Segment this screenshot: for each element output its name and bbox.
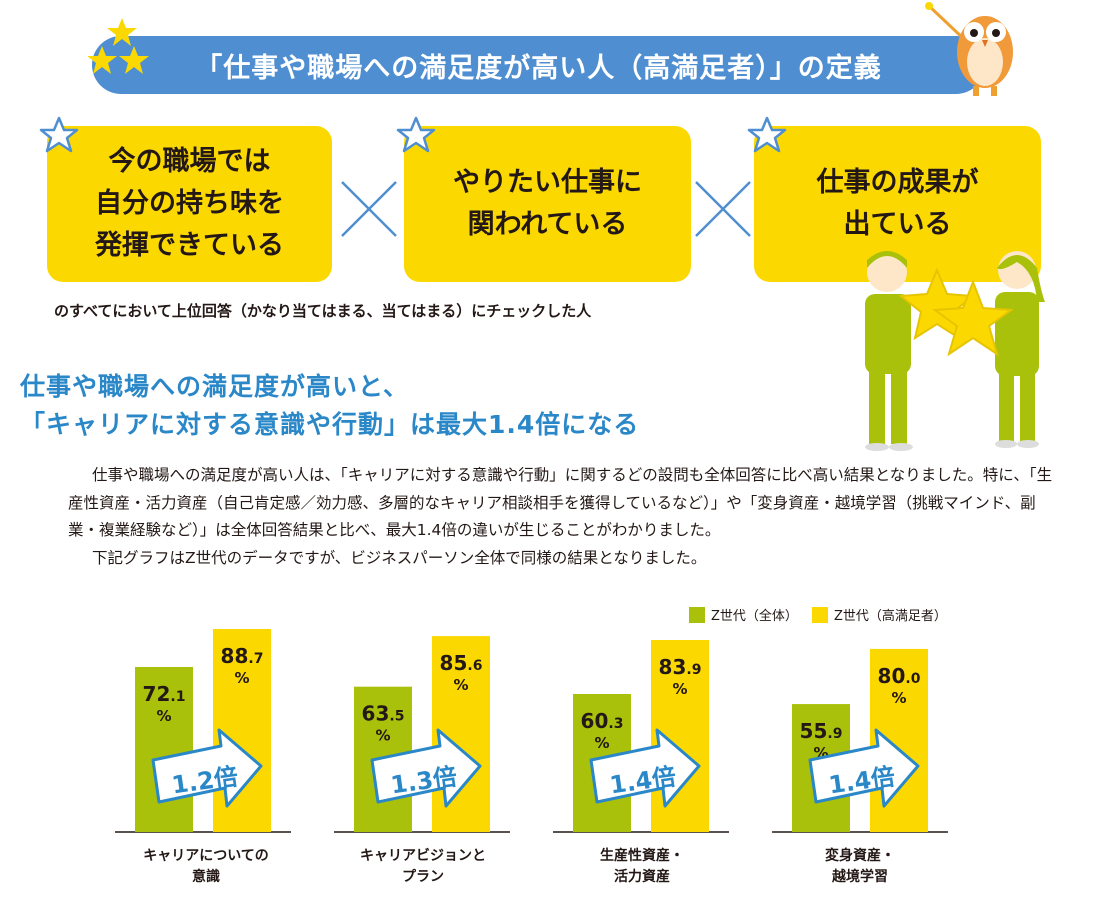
category-label: キャリアビジョンと プラン xyxy=(360,848,486,885)
category-label: 変身資産・ 越境学習 xyxy=(825,848,895,885)
star-outline-icon xyxy=(396,116,436,153)
criteria-label-2: やりたい仕事に 関われている xyxy=(453,167,642,240)
body-paragraph-1: 仕事や職場への満足度が高い人は、「キャリアに対する意識や行動」に関するどの設問も… xyxy=(68,466,1053,539)
value-label-high: 80.0 xyxy=(878,664,921,688)
value-label-high-percent: % xyxy=(672,680,687,698)
legend-label-all: Z世代（全体） xyxy=(711,609,798,624)
owl-mascot-icon xyxy=(925,2,1013,96)
bar-chart: 72.1%88.7%1.2倍63.5%85.6%1.3倍60.3%83.9%1.… xyxy=(115,629,948,833)
criteria-box-2: やりたい仕事に 関われている xyxy=(404,126,691,282)
value-label-high: 85.6 xyxy=(440,651,483,675)
legend-swatch-high xyxy=(812,606,828,623)
times-icon xyxy=(695,181,751,237)
value-label-high-percent: % xyxy=(234,669,249,687)
value-label-all: 63.5 xyxy=(362,702,405,726)
legend-item-high: Z世代（高満足者） xyxy=(812,605,947,624)
category-label: 生産性資産・ 活力資産 xyxy=(600,848,684,885)
times-icon xyxy=(341,181,397,237)
star-outline-icon xyxy=(747,116,787,153)
criteria-box-1: 今の職場では 自分の持ち味を 発揮できている xyxy=(47,126,332,282)
category-label: キャリアについての 意識 xyxy=(143,848,269,885)
value-label-all-percent: % xyxy=(594,734,609,752)
body-text: 仕事や職場への満足度が高い人は、「キャリアに対する意識や行動」に関するどの設問も… xyxy=(68,462,1053,572)
value-label-high: 83.9 xyxy=(659,655,702,679)
legend-item-all: Z世代（全体） xyxy=(689,605,798,624)
criteria-label-1: 今の職場では 自分の持ち味を 発揮できている xyxy=(95,146,284,261)
ratio-arrow-icon xyxy=(808,728,920,808)
value-label-all: 60.3 xyxy=(581,709,624,733)
value-label-all: 72.1 xyxy=(143,682,186,706)
ratio-arrow-icon xyxy=(589,728,701,808)
star-outline-icon xyxy=(39,116,79,153)
value-label-all-percent: % xyxy=(156,707,171,725)
value-label-high: 88.7 xyxy=(221,644,264,668)
legend-label-high: Z世代（高満足者） xyxy=(834,609,947,624)
criteria-note: のすべてにおいて上位回答（かなり当てはまる、当てはまる）にチェックした人 xyxy=(54,302,592,320)
value-label-high-percent: % xyxy=(453,676,468,694)
ratio-arrow-icon xyxy=(151,728,263,808)
bar-high xyxy=(213,629,271,832)
legend-swatch-all xyxy=(689,606,705,623)
people-with-stars-illustration-icon xyxy=(865,251,1045,451)
stars-icon xyxy=(88,18,149,74)
banner-title: 「仕事や職場への満足度が高い人（高満足者）」の定義 xyxy=(195,52,882,84)
ratio-arrow-icon xyxy=(370,728,482,808)
headline-line-2: 「キャリアに対する意識や行動」は最大1.4倍になる xyxy=(20,410,640,439)
value-label-high-percent: % xyxy=(891,689,906,707)
value-label-all: 55.9 xyxy=(800,719,843,743)
value-label-all-percent: % xyxy=(375,727,390,745)
criteria-box-3: 仕事の成果が 出ている xyxy=(754,126,1041,282)
bar-all xyxy=(135,666,193,832)
definition-banner: 「仕事や職場への満足度が高い人（高満足者）」の定義 xyxy=(92,36,985,94)
body-paragraph-2: 下記グラフはZ世代のデータですが、ビジネスパーソン全体で同様の結果となりました。 xyxy=(92,548,707,567)
criteria-label-3: 仕事の成果が 出ている xyxy=(816,167,979,240)
headline-line-1: 仕事や職場への満足度が高いと、 xyxy=(20,372,410,401)
